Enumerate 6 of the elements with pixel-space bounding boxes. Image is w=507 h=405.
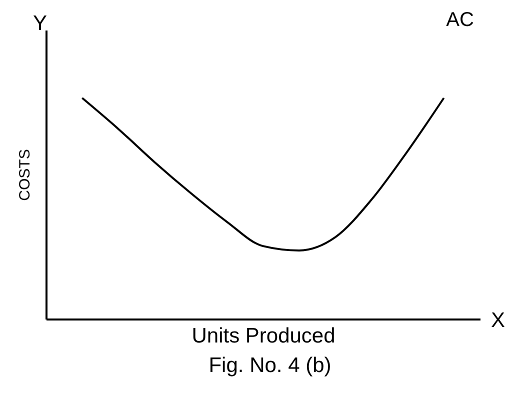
text: Y (32, 12, 48, 35)
y-axis-title: COSTS (16, 149, 34, 201)
x-axis-title: Units Produced (192, 324, 336, 348)
text: AC (446, 9, 474, 31)
text: Fig. No. 4 (b) (208, 354, 332, 377)
text: X (490, 309, 506, 332)
